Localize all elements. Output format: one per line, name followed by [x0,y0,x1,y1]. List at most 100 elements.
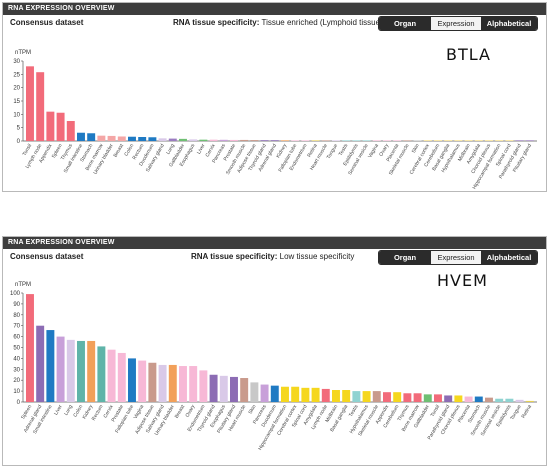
category-label: Testis [348,404,360,419]
gene-label: HVEM [437,271,488,290]
y-tick-label: 0 [17,400,21,406]
toggle-expression[interactable]: Expression [431,17,481,30]
bar [36,325,45,402]
category-label: Skin [411,143,421,155]
gene-label: BTLA [446,45,491,64]
bar [383,392,391,402]
bar [138,360,147,402]
bar [250,140,259,141]
category-label: Lung [165,143,176,156]
bar [505,398,514,402]
bar [485,140,493,141]
bar [454,140,463,141]
bar [423,140,432,141]
category-label: Breast [174,403,187,419]
y-tick-label: 25 [13,72,20,78]
sort-toggle: Organ Expression Alphabetical [378,16,538,31]
toggle-expression[interactable]: Expression [431,251,481,264]
bar [46,111,55,141]
y-tick-label: 30 [13,59,20,65]
bar [158,364,167,402]
bar [321,388,330,402]
bar [311,387,320,402]
bar [46,330,55,402]
category-label: Vagina [367,143,380,159]
bar [413,140,422,141]
toggle-alphabetical[interactable]: Alphabetical [481,251,537,264]
bar [413,393,422,402]
bar [372,140,381,141]
toggle-alphabetical[interactable]: Alphabetical [481,17,537,30]
bar [168,138,177,141]
y-tick-label: 60 [13,335,20,341]
y-tick-label: 5 [17,126,21,132]
bar [301,387,310,402]
bar [77,132,85,141]
bar [189,139,198,141]
bar [107,349,116,402]
bar [77,340,85,402]
bar [240,139,249,141]
tissue-specificity: RNA tissue specificity: Tissue enriched … [173,18,383,27]
bar [434,140,442,141]
bar [485,397,493,402]
bar [403,140,412,141]
y-tick-label: 20 [13,86,20,92]
bar [168,364,177,402]
category-label: Colon [123,143,135,158]
rna-expression-panel-btla: RNA EXPRESSION OVERVIEW Consensus datase… [2,2,547,192]
bar [117,352,126,402]
toggle-organ[interactable]: Organ [379,251,431,264]
specificity-value: Low tissue specificity [279,252,355,261]
bar [199,139,208,141]
expression-bar-chart: nTPM0102030405060708090100SpleenAdrenal … [10,282,537,452]
bar [128,358,136,402]
y-tick-label: 100 [10,291,21,297]
y-tick-label: 50 [13,346,20,352]
bar [362,140,371,141]
bar [128,136,136,141]
y-tick-label: 80 [13,313,20,319]
panel-header: RNA EXPRESSION OVERVIEW [3,3,546,15]
dataset-title: Consensus dataset [10,252,84,261]
bar [301,140,310,141]
bar [56,336,65,402]
bar [209,139,218,141]
category-label: Tonsil [22,143,34,157]
bar [393,140,402,141]
bar [281,386,289,402]
y-axis-label: nTPM [15,282,31,288]
bar [352,140,361,141]
dataset-title: Consensus dataset [10,18,84,27]
bar [179,138,187,141]
bar [97,135,106,141]
bar [219,375,228,402]
bar [403,393,412,402]
bar [87,133,96,141]
toggle-organ[interactable]: Organ [379,17,431,30]
bar [352,391,361,402]
y-tick-label: 10 [13,112,20,118]
bar [26,294,34,402]
bar [209,374,218,402]
bar [332,390,340,402]
bar [311,140,320,141]
bar [525,400,534,402]
bar [179,366,187,402]
category-label: Retina [521,404,534,420]
bar [444,395,453,402]
bar [321,140,330,141]
bar [66,339,75,402]
bar [444,140,453,141]
bar [372,391,381,402]
bar [474,396,483,402]
bar [87,340,96,402]
bar [219,139,228,141]
bar [464,396,473,402]
category-label: Lung [63,404,74,417]
category-label: Liver [53,404,64,417]
bar [495,398,504,402]
category-label: Tonsil [430,404,442,418]
bar [291,386,300,402]
